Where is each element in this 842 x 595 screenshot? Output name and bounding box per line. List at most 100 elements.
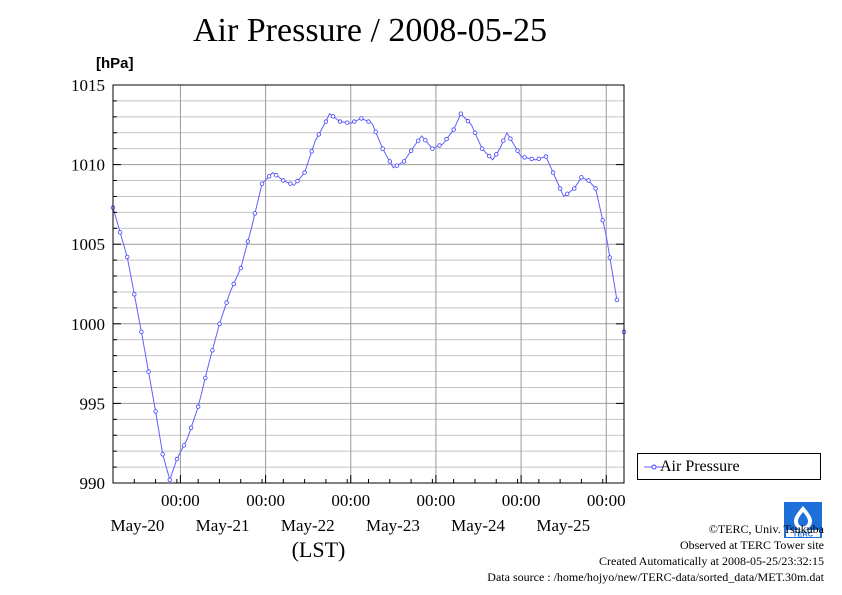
data-point <box>132 292 137 297</box>
x-tick-date-label: May-24 <box>451 516 505 535</box>
data-point <box>515 148 520 153</box>
data-point <box>536 156 541 161</box>
x-tick-time-label: 00:00 <box>587 491 626 510</box>
x-tick-date-label: May-21 <box>196 516 250 535</box>
data-point <box>501 138 506 143</box>
data-point <box>437 143 442 148</box>
data-point <box>203 375 208 381</box>
data-point <box>224 300 229 305</box>
data-point <box>316 132 321 137</box>
data-point <box>394 163 400 168</box>
data-point <box>266 174 272 179</box>
data-point <box>337 119 343 124</box>
data-point <box>614 297 620 303</box>
grid-lines <box>113 85 624 483</box>
data-point <box>444 136 449 142</box>
x-tick-time-label: 00:00 <box>502 491 541 510</box>
plot-frame <box>112 84 625 484</box>
y-tick-label: 990 <box>80 474 106 493</box>
data-point <box>543 154 549 159</box>
series-layer <box>110 111 627 482</box>
data-point <box>359 116 364 121</box>
x-axis-label: (LST) <box>292 537 346 562</box>
data-point <box>465 118 471 124</box>
data-point <box>508 136 513 141</box>
terc-logo-icon: TERC <box>784 502 822 538</box>
data-point <box>345 120 350 125</box>
data-point <box>330 114 336 119</box>
x-tick-time-label: 00:00 <box>331 491 370 510</box>
data-point <box>281 178 286 183</box>
data-point <box>593 186 598 191</box>
data-point <box>557 186 563 191</box>
data-point <box>387 159 392 164</box>
data-point <box>494 152 499 157</box>
data-point <box>600 218 605 223</box>
credits-block: ©TERC, Univ. Tsukuba Observed at TERC To… <box>487 521 824 585</box>
data-point <box>188 425 194 430</box>
x-tick-date-label: May-25 <box>536 516 590 535</box>
x-tick-date-label: May-22 <box>281 516 335 535</box>
legend: Air Pressure <box>637 453 821 480</box>
data-point <box>252 211 258 216</box>
y-tick-label: 995 <box>80 394 106 413</box>
data-point <box>117 230 123 235</box>
data-point <box>472 130 478 135</box>
legend-label: Air Pressure <box>660 458 740 475</box>
data-point <box>295 178 300 184</box>
data-point <box>323 119 329 124</box>
data-point <box>167 477 172 482</box>
x-tick-time-label: 00:00 <box>246 491 285 510</box>
axis-labels: 990 995 1000 1005 1010 1015 00:00 May-20 00:00 Ma… <box>71 76 626 562</box>
data-point <box>259 181 265 186</box>
x-tick-date-label: May-20 <box>111 516 165 535</box>
data-point <box>579 175 584 180</box>
data-point <box>373 129 378 134</box>
data-point <box>430 146 435 151</box>
data-point <box>274 172 279 178</box>
credits-observed: Observed at TERC Tower site <box>679 538 824 552</box>
data-point <box>487 153 492 159</box>
data-point <box>423 137 428 143</box>
data-point <box>550 170 556 175</box>
data-point <box>217 321 222 326</box>
data-point <box>416 138 421 143</box>
axis-ticks <box>113 84 624 484</box>
data-point <box>586 178 591 183</box>
data-point <box>607 255 612 260</box>
data-point <box>366 119 371 124</box>
y-tick-label: 1005 <box>71 235 105 254</box>
y-tick-label: 1010 <box>71 156 105 175</box>
logo-text: TERC <box>793 530 814 539</box>
y-tick-label: 1000 <box>71 315 105 334</box>
data-point <box>309 149 314 154</box>
x-tick-time-label: 00:00 <box>161 491 200 510</box>
data-point <box>231 281 236 287</box>
credits-created: Created Automatically at 2008-05-25/23:3… <box>599 554 824 568</box>
data-point <box>479 146 485 151</box>
chart-title: Air Pressure / 2008-05-25 <box>192 12 548 49</box>
data-point <box>139 329 144 334</box>
data-point <box>195 404 201 409</box>
data-point <box>451 127 456 132</box>
data-point <box>572 186 577 191</box>
data-point <box>522 155 527 160</box>
data-point <box>146 369 151 374</box>
data-point <box>181 443 187 448</box>
data-point <box>153 409 158 414</box>
data-point <box>408 148 414 153</box>
series-line <box>112 112 618 482</box>
credits-source: Data source : /home/hojyo/new/TERC-data/… <box>487 570 824 584</box>
data-point <box>245 239 250 244</box>
data-point <box>352 119 357 124</box>
legend-line-marker-icon <box>644 464 664 470</box>
data-point <box>238 265 243 271</box>
data-point <box>458 111 463 116</box>
data-point <box>565 191 570 196</box>
x-tick-date-label: May-23 <box>366 516 420 535</box>
data-point <box>210 348 215 353</box>
data-point <box>160 452 165 457</box>
credits-copyright: ©TERC, Univ. Tsukuba <box>708 522 824 536</box>
data-point <box>174 456 180 462</box>
